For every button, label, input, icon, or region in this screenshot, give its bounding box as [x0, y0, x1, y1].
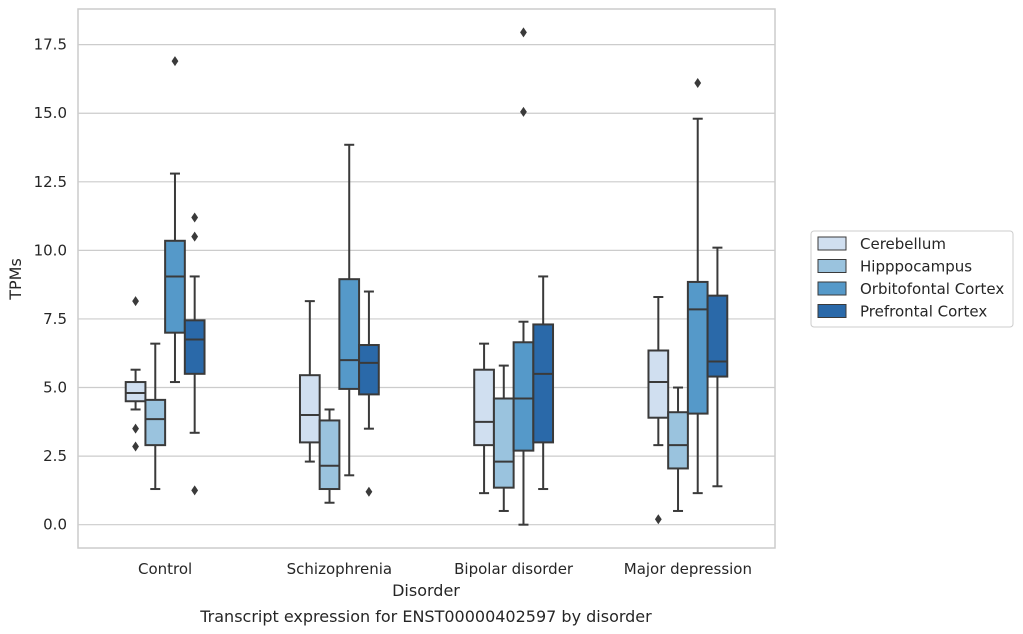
box	[492, 397, 515, 489]
box-plot	[124, 296, 147, 452]
box	[318, 419, 341, 491]
box	[298, 374, 321, 444]
outlier-point	[191, 212, 199, 223]
box	[686, 280, 709, 415]
legend-frame	[810, 230, 1014, 328]
box	[338, 278, 361, 390]
box	[164, 239, 186, 334]
outlier-point	[520, 106, 527, 117]
box-plot	[686, 78, 709, 495]
box	[358, 344, 380, 396]
box	[706, 294, 729, 378]
outlier-point	[132, 296, 139, 307]
y-tick-label: 15.0	[34, 104, 67, 122]
box	[532, 323, 555, 444]
box-plot	[318, 408, 341, 504]
legend: Cerebellum Hipppocampus Orbitofontal Corte…	[810, 230, 1014, 328]
y-axis-ticks: 0.0 2.5 5.0 7.5 10.0 12.5 15.0 17.5	[34, 36, 67, 534]
legend-label: Orbitofontal Cortex	[860, 280, 1004, 298]
box	[512, 341, 535, 452]
box-plot	[647, 296, 670, 525]
y-tick-label: 12.5	[34, 173, 67, 191]
legend-swatch	[817, 236, 847, 251]
box	[183, 319, 206, 375]
x-tick-label: Major depression	[624, 560, 752, 578]
legend-label: Hipppocampus	[860, 258, 972, 276]
box-plot	[144, 342, 167, 491]
chart-caption: Transcript expression for ENST0000040259…	[199, 607, 652, 626]
y-tick-label: 2.5	[43, 447, 67, 465]
y-axis-label: TPMs	[6, 258, 25, 301]
box	[473, 368, 495, 447]
y-tick-label: 5.0	[43, 379, 67, 397]
legend-swatch	[817, 304, 847, 318]
x-axis-ticks: Control Schizophrenia Bipolar disorder Majo…	[138, 560, 752, 578]
box-plot	[667, 386, 689, 512]
x-tick-label: Control	[138, 560, 192, 578]
x-tick-label: Bipolar disorder	[454, 560, 574, 578]
y-tick-label: 10.0	[34, 241, 67, 259]
box-plot	[338, 143, 361, 477]
outlier-point	[520, 27, 527, 38]
box-plot	[532, 275, 555, 491]
y-tick-label: 17.5	[34, 36, 67, 54]
outlier-point	[132, 441, 139, 452]
outlier-point	[191, 485, 199, 496]
legend-label: Cerebellum	[860, 235, 946, 253]
x-axis-label: Disorder	[392, 581, 460, 600]
y-tick-label: 0.0	[43, 516, 67, 534]
legend-swatch	[817, 281, 847, 296]
box	[667, 411, 689, 470]
box	[647, 349, 670, 419]
plot-frame	[77, 8, 776, 549]
box-plots	[124, 27, 729, 526]
outlier-point	[694, 78, 702, 89]
box	[124, 381, 147, 403]
outlier-point	[171, 56, 179, 67]
box-plot	[473, 342, 495, 495]
outlier-point	[191, 231, 199, 242]
box-plot	[183, 212, 206, 496]
box	[144, 398, 167, 447]
box-plot	[706, 246, 729, 488]
outlier-point	[654, 514, 662, 525]
legend-swatch	[817, 259, 847, 273]
box-plot	[164, 56, 186, 384]
legend-label: Prefrontal Cortex	[860, 303, 987, 321]
box-plot	[492, 364, 515, 512]
outlier-point	[132, 423, 139, 434]
box-plot	[512, 27, 535, 526]
x-tick-label: Schizophrenia	[287, 560, 392, 578]
outlier-point	[365, 486, 373, 497]
y-tick-label: 7.5	[43, 310, 67, 328]
box-plot	[298, 300, 321, 463]
box-plot	[358, 290, 380, 497]
